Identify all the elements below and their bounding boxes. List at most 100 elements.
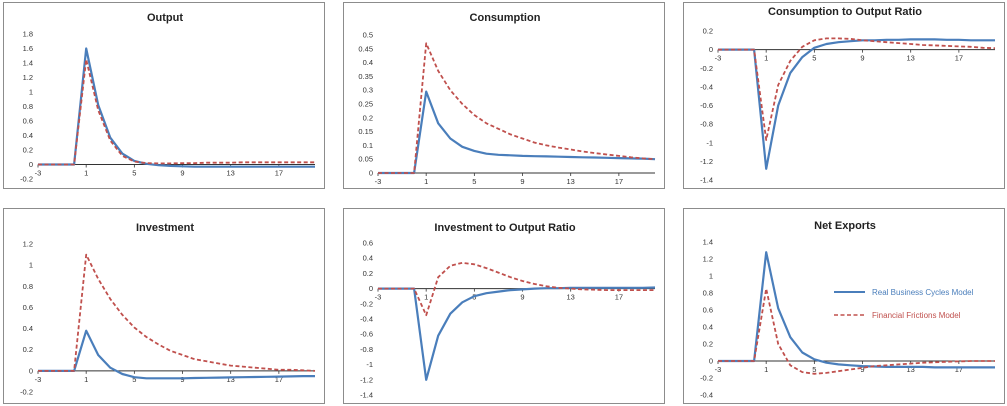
chart-consumption-to-output-ratio: Consumption to Output Ratio -1.4 -1.2 -1 -0.…: [700, 6, 996, 185]
y-tick-label: 0.4: [23, 324, 33, 333]
legend-label: Real Business Cycles Model: [872, 288, 974, 297]
y-tick-label: -1: [366, 360, 373, 369]
chart-title: Consumption to Output Ratio: [768, 6, 922, 18]
y-tick-label: 0.2: [703, 340, 713, 349]
y-tick-label: 0.5: [363, 31, 373, 40]
series-line-financial-frictions: [38, 253, 316, 372]
y-tick-label: 1.2: [703, 255, 713, 264]
x-tick-label: 17: [955, 54, 963, 63]
y-tick-label: 0.2: [363, 113, 373, 122]
y-tick-label: 0.2: [23, 345, 33, 354]
x-tick-label: -3: [375, 293, 382, 302]
y-tick-label: 0.4: [23, 131, 33, 140]
x-tick-label: 1: [424, 293, 428, 302]
x-tick-label: 17: [275, 169, 283, 178]
chart-panel-net-exports: Net Exports -0.4 -0.2 0 0.2 0.4 0.6 0.8 1 1.2 1.4 -…: [683, 208, 1005, 404]
chart-panel-investment: Investment -0.2 0 0.2 0.4 0.6 0.8 1 1.2 -3 1 5 9 13 17: [3, 208, 325, 404]
y-tick-label: 1.8: [23, 30, 33, 39]
series-line-real-business-cycles: [718, 251, 995, 369]
x-tick-label: 1: [84, 169, 88, 178]
series-line-real-business-cycles: [378, 286, 656, 381]
x-tick-label: 13: [227, 375, 235, 384]
y-tick-label: 0.05: [358, 155, 373, 164]
y-tick-label: 0.6: [23, 117, 33, 126]
chart-panel-consumption-to-output-ratio: Consumption to Output Ratio -1.4 -1.2 -1 -0.…: [683, 2, 1005, 189]
y-tick-label: 0: [369, 284, 373, 293]
chart-panel-output: Output -0.2 0 0.2 0.4 0.6 0.8 1 1.2 1.4 1.6 1.8 -3 1 5…: [3, 2, 325, 189]
y-tick-label: 1.6: [23, 44, 33, 53]
chart-output: Output -0.2 0 0.2 0.4 0.6 0.8 1 1.2 1.4 1.6 1.8 -3 1 5…: [20, 12, 315, 184]
x-tick-label: 9: [860, 365, 864, 374]
y-tick-label: 0.2: [23, 146, 33, 155]
y-tick-label: 1.4: [703, 238, 713, 247]
y-tick-label: 1: [709, 272, 713, 281]
series-line-financial-frictions: [378, 42, 656, 174]
y-tick-label: 1.4: [23, 59, 33, 68]
x-tick-label: 13: [567, 177, 575, 186]
x-tick-label: 5: [812, 365, 816, 374]
chart-investment-to-output-ratio: Investment to Output Ratio -1.4 -1.2 -1 -0.8…: [360, 222, 656, 400]
y-tick-label: 0.8: [703, 289, 713, 298]
y-tick-label: -0.8: [700, 120, 713, 129]
y-tick-label: 0.6: [703, 306, 713, 315]
y-tick-label: 1.2: [23, 240, 33, 249]
x-tick-label: 5: [472, 177, 476, 186]
series-line-real-business-cycles: [378, 90, 656, 175]
series-line-financial-frictions: [38, 58, 315, 166]
series-line-real-business-cycles: [38, 47, 315, 168]
y-tick-label: 0.1: [363, 141, 373, 150]
x-tick-label: 17: [615, 293, 623, 302]
y-tick-label: -0.2: [360, 299, 373, 308]
chart-panel-consumption: Consumption 0 0.05 0.1 0.15 0.2 0.25 0.3 0.35 0.4…: [343, 2, 665, 189]
x-tick-label: 17: [275, 375, 283, 384]
y-tick-label: 0.4: [363, 58, 373, 67]
y-tick-label: -0.6: [360, 330, 373, 339]
y-tick-label: 0: [709, 45, 713, 54]
x-tick-label: 9: [860, 54, 864, 63]
x-tick-label: 13: [567, 293, 575, 302]
y-tick-label: -1.2: [360, 375, 373, 384]
x-tick-label: 9: [520, 177, 524, 186]
x-tick-label: 13: [907, 365, 915, 374]
x-tick-label: 13: [227, 169, 235, 178]
chart-title: Investment: [136, 222, 194, 234]
x-tick-label: 5: [812, 54, 816, 63]
y-tick-label: -1.4: [360, 391, 373, 400]
chart-investment: Investment-0.200.20.40.60.811.2-3 1 5 9 13 17: [20, 222, 316, 397]
chart-panel-investment-to-output-ratio: Investment to Output Ratio -1.4 -1.2 -1 -0.8…: [343, 208, 665, 404]
y-tick-label: -0.2: [700, 374, 713, 383]
chart-title: Investment to Output Ratio: [434, 222, 575, 234]
x-tick-label: 17: [955, 365, 963, 374]
x-tick-label: 1: [764, 365, 768, 374]
y-tick-label: 0.45: [358, 44, 373, 53]
y-tick-label: 0.2: [363, 269, 373, 278]
x-tick-label: 1: [84, 375, 88, 384]
y-tick-label: -0.4: [360, 315, 373, 324]
y-tick-label: 1: [29, 88, 33, 97]
chart-consumption: Consumption 0 0.05 0.1 0.15 0.2 0.25 0.3 0.35 0.4…: [358, 12, 656, 186]
y-tick-label: -0.6: [700, 101, 713, 110]
x-tick-label: 1: [764, 54, 768, 63]
x-tick-label: -3: [35, 169, 42, 178]
y-tick-label: 0.2: [703, 27, 713, 36]
x-tick-label: -3: [715, 365, 722, 374]
y-tick-label: 0.15: [358, 127, 373, 136]
x-tick-label: -3: [715, 54, 722, 63]
y-tick-label: -0.2: [20, 388, 33, 397]
y-tick-label: 0.4: [363, 254, 373, 263]
x-tick-label: 13: [907, 54, 915, 63]
y-tick-label: 0.8: [23, 102, 33, 111]
x-tick-label: -3: [35, 375, 42, 384]
y-tick-label: 0: [29, 366, 33, 375]
series-line-financial-frictions: [718, 287, 995, 375]
chart-title: Net Exports: [814, 220, 876, 232]
y-tick-label: 0: [369, 169, 373, 178]
x-tick-label: 9: [180, 169, 184, 178]
y-tick-label: 0.8: [23, 282, 33, 291]
y-tick-label: -0.4: [700, 391, 713, 400]
y-tick-label: 0.6: [23, 303, 33, 312]
y-tick-label: -1.2: [700, 157, 713, 166]
y-tick-label: -1: [706, 138, 713, 147]
y-tick-label: 1: [29, 261, 33, 270]
x-tick-label: 5: [132, 169, 136, 178]
